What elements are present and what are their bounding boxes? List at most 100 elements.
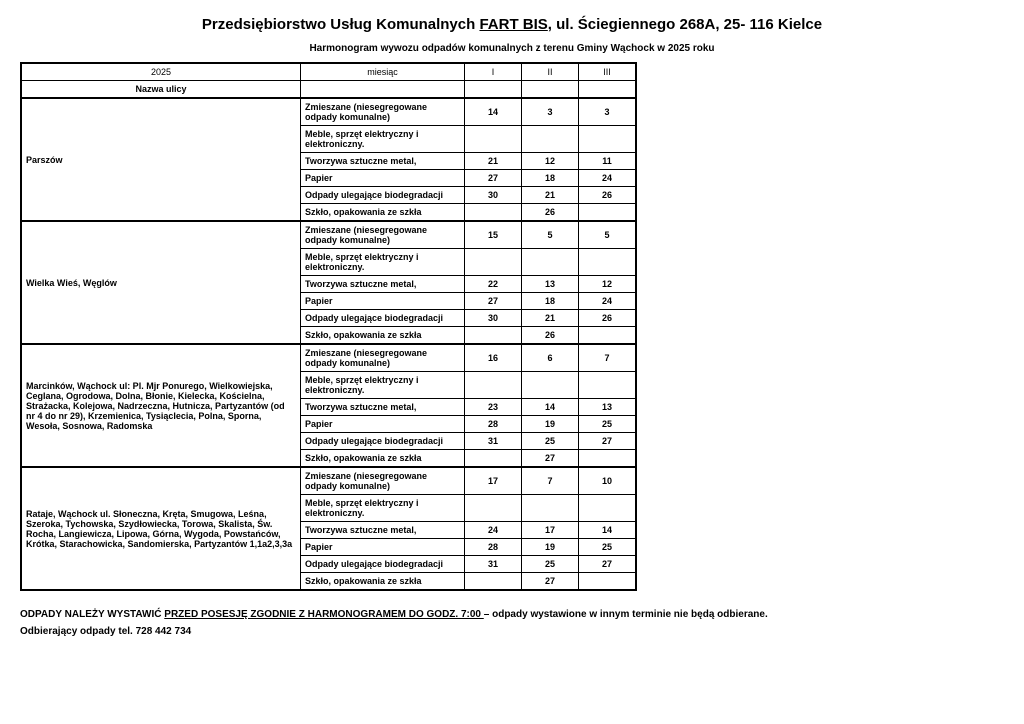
value-cell: 17 [465, 467, 522, 495]
waste-type-cell: Papier [301, 293, 465, 310]
empty-cell [465, 81, 522, 99]
waste-type-cell: Meble, sprzęt elektryczny i elektroniczn… [301, 372, 465, 399]
street-cell: Wielka Wieś, Węglów [21, 221, 301, 344]
value-cell: 25 [579, 416, 637, 433]
footer-post: – odpady wystawione w innym terminie nie… [484, 609, 768, 620]
value-cell: 14 [579, 522, 637, 539]
value-cell: 25 [522, 556, 579, 573]
value-cell: 27 [579, 433, 637, 450]
value-cell: 5 [522, 221, 579, 249]
table-row: Marcinków, Wąchock ul: Pl. Mjr Ponurego,… [21, 344, 636, 372]
value-cell: 27 [522, 573, 579, 591]
value-cell [579, 327, 637, 345]
empty-cell [579, 81, 637, 99]
waste-type-cell: Zmieszane (niesegregowane odpady komunal… [301, 467, 465, 495]
value-cell: 27 [465, 293, 522, 310]
waste-type-cell: Odpady ulegające biodegradacji [301, 310, 465, 327]
value-cell [579, 495, 637, 522]
value-cell: 30 [465, 310, 522, 327]
value-cell [465, 372, 522, 399]
waste-type-cell: Tworzywa sztuczne metal, [301, 399, 465, 416]
footer-underline: PRZED POSESJĘ ZGODNIE Z HARMONOGRAMEM DO… [164, 609, 483, 620]
header-miesiac: miesiąc [301, 63, 465, 81]
value-cell: 21 [522, 310, 579, 327]
header-row-1: 2025 miesiąc I II III [21, 63, 636, 81]
header-row-2: Nazwa ulicy [21, 81, 636, 99]
footer-line-2: Odbierający odpady tel. 728 442 734 [20, 626, 1004, 637]
waste-type-cell: Szkło, opakowania ze szkła [301, 204, 465, 222]
value-cell: 10 [579, 467, 637, 495]
header-month-3: III [579, 63, 637, 81]
value-cell: 24 [579, 293, 637, 310]
value-cell: 3 [522, 98, 579, 126]
value-cell: 15 [465, 221, 522, 249]
value-cell: 19 [522, 539, 579, 556]
value-cell: 27 [579, 556, 637, 573]
waste-type-cell: Tworzywa sztuczne metal, [301, 276, 465, 293]
value-cell: 14 [465, 98, 522, 126]
value-cell: 11 [579, 153, 637, 170]
waste-type-cell: Zmieszane (niesegregowane odpady komunal… [301, 98, 465, 126]
value-cell: 26 [522, 327, 579, 345]
value-cell: 24 [579, 170, 637, 187]
value-cell [579, 204, 637, 222]
value-cell: 7 [579, 344, 637, 372]
value-cell [465, 249, 522, 276]
table-row: Parszów Zmieszane (niesegregowane odpady… [21, 98, 636, 126]
footer-line-1: ODPADY NALEŻY WYSTAWIĆ PRZED POSESJĘ ZGO… [20, 609, 1004, 620]
value-cell: 12 [522, 153, 579, 170]
value-cell: 31 [465, 433, 522, 450]
waste-type-cell: Meble, sprzęt elektryczny i elektroniczn… [301, 126, 465, 153]
value-cell: 16 [465, 344, 522, 372]
schedule-table: 2025 miesiąc I II III Nazwa ulicy Parszó… [20, 62, 637, 591]
value-cell: 19 [522, 416, 579, 433]
value-cell: 24 [465, 522, 522, 539]
value-cell: 27 [522, 450, 579, 468]
waste-type-cell: Tworzywa sztuczne metal, [301, 522, 465, 539]
waste-type-cell: Odpady ulegające biodegradacji [301, 187, 465, 204]
value-cell: 25 [579, 539, 637, 556]
value-cell: 3 [579, 98, 637, 126]
waste-type-cell: Papier [301, 170, 465, 187]
table-row: Rataje, Wąchock ul. Słoneczna, Kręta, Sm… [21, 467, 636, 495]
value-cell: 31 [465, 556, 522, 573]
value-cell [522, 495, 579, 522]
page-subtitle: Harmonogram wywozu odpadów komunalnych z… [20, 43, 1004, 54]
waste-type-cell: Papier [301, 539, 465, 556]
value-cell: 23 [465, 399, 522, 416]
value-cell [522, 249, 579, 276]
title-post: , ul. Ściegiennego 268A, 25- 116 Kielce [548, 16, 822, 33]
waste-type-cell: Szkło, opakowania ze szkła [301, 573, 465, 591]
waste-type-cell: Meble, sprzęt elektryczny i elektroniczn… [301, 495, 465, 522]
value-cell: 25 [522, 433, 579, 450]
value-cell: 26 [522, 204, 579, 222]
footer-pre: ODPADY NALEŻY WYSTAWIĆ [20, 609, 164, 620]
table-row: Wielka Wieś, Węglów Zmieszane (niesegreg… [21, 221, 636, 249]
value-cell [465, 573, 522, 591]
waste-type-cell: Odpady ulegające biodegradacji [301, 556, 465, 573]
value-cell [522, 372, 579, 399]
waste-type-cell: Papier [301, 416, 465, 433]
waste-type-cell: Szkło, opakowania ze szkła [301, 327, 465, 345]
header-street-label: Nazwa ulicy [21, 81, 301, 99]
title-underline: FART BIS [479, 16, 547, 33]
value-cell [522, 126, 579, 153]
value-cell: 27 [465, 170, 522, 187]
empty-cell [301, 81, 465, 99]
value-cell [465, 327, 522, 345]
street-cell: Parszów [21, 98, 301, 221]
value-cell: 18 [522, 293, 579, 310]
waste-type-cell: Zmieszane (niesegregowane odpady komunal… [301, 344, 465, 372]
value-cell: 12 [579, 276, 637, 293]
header-year: 2025 [21, 63, 301, 81]
waste-type-cell: Szkło, opakowania ze szkła [301, 450, 465, 468]
value-cell: 7 [522, 467, 579, 495]
header-month-1: I [465, 63, 522, 81]
value-cell [465, 495, 522, 522]
value-cell: 28 [465, 539, 522, 556]
value-cell: 6 [522, 344, 579, 372]
value-cell: 18 [522, 170, 579, 187]
value-cell: 13 [579, 399, 637, 416]
value-cell [579, 372, 637, 399]
value-cell: 30 [465, 187, 522, 204]
